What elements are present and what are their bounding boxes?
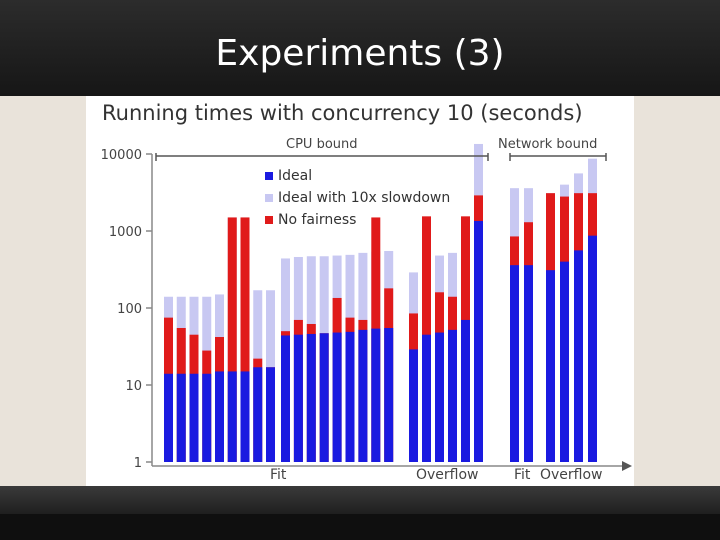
bar-ideal [510,265,519,462]
bar-ideal [474,220,483,462]
bar-ideal [422,334,431,462]
bar-no-fairness [240,217,250,462]
bars [164,143,597,462]
y-tick-label: 10000 [101,148,142,163]
x-group-label-fit-network: Fit [514,467,531,483]
x-group-label-overflow-cpu: Overflow [416,467,479,483]
bar-ideal [345,331,355,462]
slide-header-band [0,0,720,96]
bar-no-fairness [227,217,237,462]
legend-label-slowdown: Ideal with 10x slowdown [278,190,450,206]
bar-ideal [524,265,533,462]
bar-ideal [176,373,186,462]
x-group-label-fit-cpu: Fit [270,467,287,483]
chart-title: Running times with concurrency 10 (secon… [102,101,583,125]
slide-right-panel [634,96,720,486]
bar-ideal [189,373,199,462]
bar-ideal [371,328,381,462]
slide-title: Experiments (3) [215,33,505,74]
legend-swatch-ideal [265,172,273,180]
legend-swatch-slowdown [265,194,273,202]
bar-ideal [435,332,444,462]
bar-ideal [164,373,173,462]
bar-ideal [461,319,470,462]
bar-ideal [560,261,569,462]
bar-ideal [358,329,368,462]
bar-ideal [240,371,250,462]
bar-ideal [215,371,224,462]
bar-ideal [281,335,290,462]
x-axis-arrow [622,461,632,471]
bar-ideal [409,349,418,462]
bar-ideal [448,329,457,462]
y-tick-label: 1000 [109,225,142,240]
bar-ideal [546,270,555,462]
legend-label-ideal: Ideal [278,168,312,184]
bar-ideal [293,334,303,462]
network-bound-label: Network bound [498,137,597,152]
slide-left-panel [0,96,86,486]
legend-swatch-no-fairness [265,216,273,224]
bar-ideal [588,235,597,462]
y-tick-label: 100 [117,302,142,317]
slide-footer-band [0,486,720,514]
y-tick-label: 10 [125,379,142,394]
slide-footer-strip [0,514,720,540]
running-times-chart: Running times with concurrency 10 (secon… [101,101,632,483]
x-group-label-overflow-network: Overflow [540,467,603,483]
bar-ideal [306,333,316,462]
chart-panel: Running times with concurrency 10 (secon… [86,96,634,486]
legend: Ideal Ideal with 10x slowdown No fairnes… [265,168,450,228]
bar-ideal [202,373,212,462]
legend-label-no-fairness: No fairness [278,212,356,228]
bar-ideal [253,367,263,462]
bar-ideal [384,327,394,462]
y-ticks: 1 10 100 1000 10000 [101,148,152,471]
cpu-bound-label: CPU bound [286,137,358,152]
bar-ideal [319,333,329,462]
bar-ideal [332,332,342,462]
y-tick-label: 1 [134,456,142,471]
bar-ideal [266,367,275,462]
bar-ideal [574,250,583,462]
bar-ideal [227,371,237,462]
